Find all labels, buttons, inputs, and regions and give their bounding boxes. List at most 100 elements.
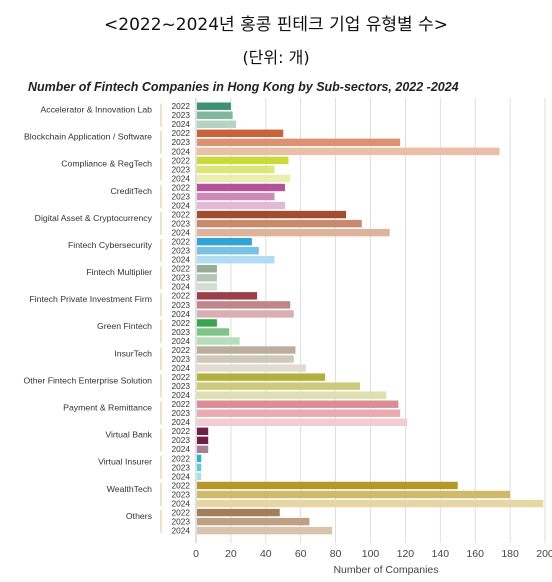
bar [197,319,217,327]
bar [197,346,296,354]
year-label: 2022 [172,372,191,382]
bar [197,156,289,165]
year-label: 2024 [172,282,191,292]
bar [197,436,209,445]
bar [197,129,284,138]
year-label: 2022 [172,507,191,517]
year-label: 2024 [172,444,191,454]
bar [197,481,458,490]
year-label: 2022 [172,182,191,192]
bar [197,210,347,219]
category-label: InsurTech [114,348,152,358]
x-axis-label: Number of Companies [333,564,438,576]
year-label: 2023 [172,408,191,418]
year-label: 2022 [172,237,191,247]
year-label: 2022 [172,264,191,274]
bar [197,463,202,472]
bar [197,201,285,210]
category-label: Virtual Insurer [98,457,152,467]
bar [197,256,275,264]
year-label: 2022 [172,453,191,463]
year-label: 2022 [172,480,191,490]
year-label: 2024 [172,309,191,319]
x-tick-label: 0 [193,548,199,560]
year-label: 2023 [172,137,191,147]
x-tick-label: 60 [295,548,307,560]
year-label: 2022 [172,128,191,138]
bar [197,400,399,408]
year-label: 2023 [172,327,191,337]
year-label: 2022 [172,345,191,355]
bar [197,373,326,381]
category-label: WealthTech [107,484,152,494]
year-label: 2023 [172,218,191,228]
bar [197,508,280,517]
bar [197,292,258,300]
category-label: Payment & Remittance [63,402,152,412]
x-tick-label: 80 [330,548,342,560]
category-label: Blockchain Application / Software [24,132,152,142]
bar [197,138,401,147]
year-label: 2023 [172,381,191,391]
bar [197,499,544,508]
category-label: Accelerator & Innovation Lab [40,105,152,115]
year-label: 2023 [172,273,191,283]
page-title: <2022~2024년 홍콩 핀테크 기업 유형별 수> [104,15,448,35]
category-label: CreditTech [110,186,152,196]
bar [197,265,217,273]
year-label: 2024 [172,363,191,373]
bar [197,526,333,535]
bar [197,111,233,119]
year-label: 2024 [172,200,191,210]
year-label: 2022 [172,209,191,219]
year-label: 2023 [172,489,191,499]
bar [197,337,240,345]
bar [197,445,209,454]
bar [197,192,275,201]
bar [197,391,387,399]
bar [197,472,202,481]
year-label: 2023 [172,516,191,526]
year-label: 2023 [172,462,191,472]
bar [197,274,217,282]
bar [197,454,202,463]
category-label: Fintech Multiplier [86,267,152,277]
x-tick-label: 180 [501,548,519,560]
year-label: 2023 [172,354,191,364]
bar [197,310,294,318]
year-label: 2023 [172,110,191,120]
bar [197,102,231,110]
year-label: 2024 [172,390,191,400]
year-label: 2022 [172,318,191,328]
x-tick-label: 200 [536,548,552,560]
year-label: 2022 [172,291,191,301]
year-label: 2023 [172,164,191,174]
category-label: Compliance & RegTech [61,159,152,169]
year-label: 2022 [172,155,191,165]
year-label: 2024 [172,119,191,129]
year-label: 2024 [172,417,191,427]
year-label: 2022 [172,426,191,436]
unit-label: (단위: 개) [242,48,310,67]
x-tick-label: 20 [225,548,237,560]
bar [197,517,310,526]
x-tick-label: 100 [362,548,380,560]
category-label: Digital Asset & Cryptocurrency [35,213,153,223]
year-label: 2024 [172,228,191,238]
bar [197,409,401,417]
bar [197,427,209,436]
bar [197,174,291,183]
bar [197,237,252,246]
bar [197,364,306,372]
chart-title: Number of Fintech Companies in Hong Kong… [28,80,459,94]
year-label: 2023 [172,191,191,201]
category-label: Fintech Private Investment Firm [29,294,152,304]
x-tick-label: 40 [260,548,272,560]
bar [197,183,285,192]
year-label: 2023 [172,435,191,445]
category-label: Fintech Cybersecurity [68,240,153,250]
year-label: 2022 [172,101,191,111]
year-label: 2024 [172,336,191,346]
bar [197,283,217,291]
